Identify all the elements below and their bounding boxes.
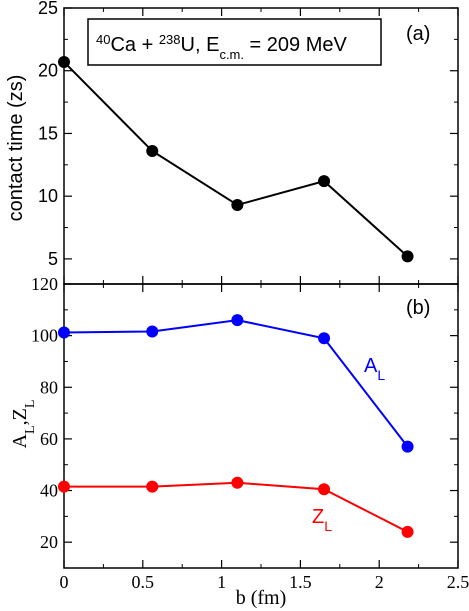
series-label-zl: ZL <box>312 506 332 534</box>
data-point-b-0 <box>58 326 70 339</box>
series-line-b-1 <box>64 481 409 533</box>
x-tick-label: 2 <box>375 572 384 592</box>
panel-b: 0 0.5 1 1.5 2 2.5 20 40 60 80 100 120 <box>31 274 469 592</box>
data-point-a-0 <box>231 198 244 211</box>
data-point-b-1 <box>401 525 414 538</box>
series-line-b-0 <box>63 319 409 448</box>
panel-label-b: (b) <box>406 297 430 319</box>
y-tick-label: 120 <box>31 274 58 294</box>
y-tick-label: 100 <box>31 326 58 346</box>
data-point-b-1 <box>58 480 70 493</box>
x-tick-label: 0 <box>60 572 69 592</box>
data-point-a-0 <box>146 145 159 158</box>
data-point-b-1 <box>231 476 244 489</box>
x-tick-label: 1 <box>217 572 226 592</box>
data-point-a-0 <box>401 250 414 263</box>
panel-label-a: (a) <box>406 23 430 45</box>
y-tick-label: 10 <box>38 186 58 206</box>
data-point-b-0 <box>146 325 159 338</box>
data-point-b-0 <box>231 314 244 327</box>
y-tick-label: 60 <box>40 429 58 449</box>
annotation-text: 40Ca + 238U, Ec.m. = 209 MeV <box>96 32 348 62</box>
series-label-al: AL <box>364 355 385 383</box>
x-axis-label: b (fm) <box>236 587 287 609</box>
x-tick-label: 2.5 <box>447 572 469 592</box>
data-point-b-1 <box>318 483 331 496</box>
x-tick-label: 1.5 <box>289 572 312 592</box>
data-point-a-0 <box>58 55 70 68</box>
data-point-b-1 <box>146 480 159 493</box>
annotation-box <box>87 18 382 66</box>
y-tick-label: 40 <box>40 481 58 501</box>
y-tick-label: 20 <box>38 61 58 81</box>
data-point-b-0 <box>401 440 414 453</box>
data-point-a-0 <box>318 175 331 188</box>
data-point-b-0 <box>318 332 331 345</box>
y-tick-label: 5 <box>48 249 58 269</box>
x-tick-label: 0.5 <box>132 572 155 592</box>
y-tick-label: 25 <box>38 0 58 18</box>
y-axis-label-a: contact time (zs) <box>5 75 27 222</box>
y-tick-label: 20 <box>40 532 58 552</box>
plot-frame-b <box>63 283 459 569</box>
y-axis-label-b: AL,ZL <box>9 400 38 449</box>
y-tick-label: 15 <box>38 123 58 143</box>
y-tick-label: 80 <box>40 377 58 397</box>
series-line-a-0 <box>63 61 409 258</box>
